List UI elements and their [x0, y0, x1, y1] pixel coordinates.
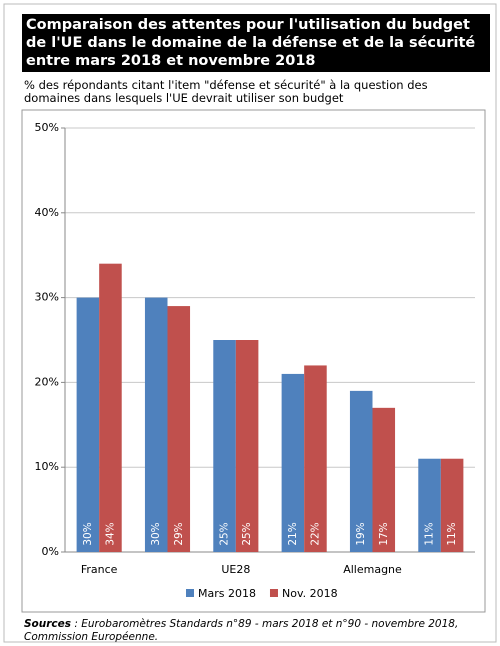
value-label: 25%: [219, 522, 231, 545]
sources: Sources : Eurobaromètres Standards n°89 …: [24, 618, 484, 644]
x-tick-label: UE28: [221, 563, 250, 576]
frame: [3, 3, 497, 643]
value-label: 25%: [241, 522, 253, 545]
sources-label: Sources: [24, 618, 72, 630]
value-label: 11%: [446, 522, 458, 545]
bar: [235, 340, 259, 552]
y-tick-label: 50%: [35, 121, 59, 134]
chart-title: Comparaison des attentes pour l'utilisat…: [22, 14, 490, 72]
bar: [304, 365, 327, 552]
y-tick-label: 30%: [35, 291, 59, 304]
legend-label: Nov. 2018: [282, 587, 338, 600]
value-label: 17%: [378, 522, 390, 545]
bar: [144, 297, 168, 552]
value-label: 34%: [104, 522, 116, 545]
chart-subtitle: % des répondants citant l'item "défense …: [24, 78, 428, 105]
value-label: 11%: [424, 522, 436, 545]
bar: [213, 340, 236, 552]
x-tick-label: France: [81, 563, 118, 576]
bar: [99, 263, 122, 552]
legend-swatch: [269, 589, 278, 597]
bar: [440, 458, 464, 552]
value-label: 29%: [173, 522, 185, 545]
bar: [281, 373, 305, 552]
value-label: 30%: [82, 522, 94, 545]
value-label: 30%: [150, 522, 162, 545]
bar: [418, 458, 441, 552]
bar: [167, 306, 191, 552]
bar: [349, 390, 373, 552]
sources-text: : Eurobaromètres Standards n°89 - mars 2…: [24, 618, 459, 643]
y-tick-label: 0%: [42, 545, 59, 558]
x-tick-label: Allemagne: [343, 563, 402, 576]
y-tick-label: 10%: [35, 460, 59, 473]
bar: [372, 407, 396, 552]
y-tick-label: 40%: [35, 206, 59, 219]
bar: [76, 297, 100, 552]
value-label: 22%: [309, 522, 321, 545]
legend-label: Mars 2018: [198, 587, 256, 600]
value-label: 21%: [287, 522, 299, 545]
legend-swatch: [186, 589, 194, 597]
value-label: 19%: [355, 522, 367, 545]
y-tick-label: 20%: [35, 375, 59, 388]
